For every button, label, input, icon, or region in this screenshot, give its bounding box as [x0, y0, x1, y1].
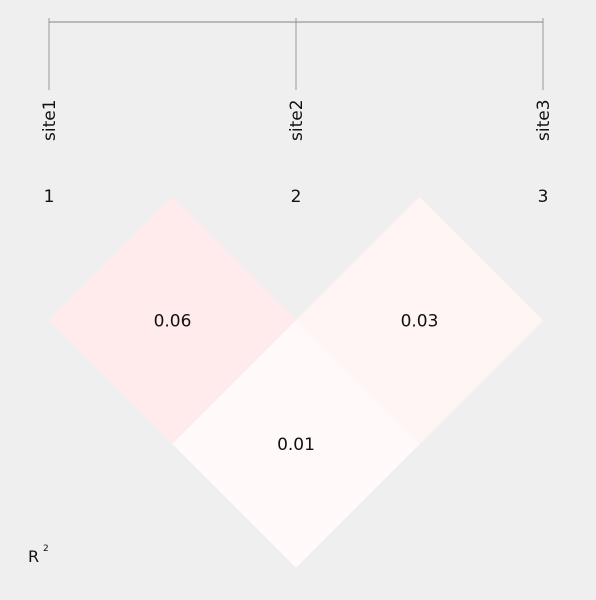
index-label-1: 1	[44, 187, 55, 207]
metric-legend: R 2	[28, 544, 49, 566]
index-label-2: 2	[291, 187, 302, 207]
index-label-3: 3	[538, 187, 549, 207]
ld-cells: 0.06 0.03 0.01	[48, 196, 544, 568]
ld-cell-1-3	[172, 320, 420, 568]
metric-label: R	[28, 547, 39, 566]
site-labels: site1 site2 site3	[40, 99, 554, 141]
site-label-2: site2	[287, 99, 307, 141]
ld-value-1-2: 0.06	[154, 312, 192, 332]
site-label-1: site1	[40, 99, 60, 141]
ld-value-1-3: 0.01	[277, 435, 315, 455]
metric-superscript: 2	[43, 544, 49, 554]
index-labels: 1 2 3	[44, 187, 549, 207]
ld-value-2-3: 0.03	[401, 312, 439, 332]
position-ruler	[48, 18, 544, 90]
site-label-3: site3	[534, 99, 554, 141]
